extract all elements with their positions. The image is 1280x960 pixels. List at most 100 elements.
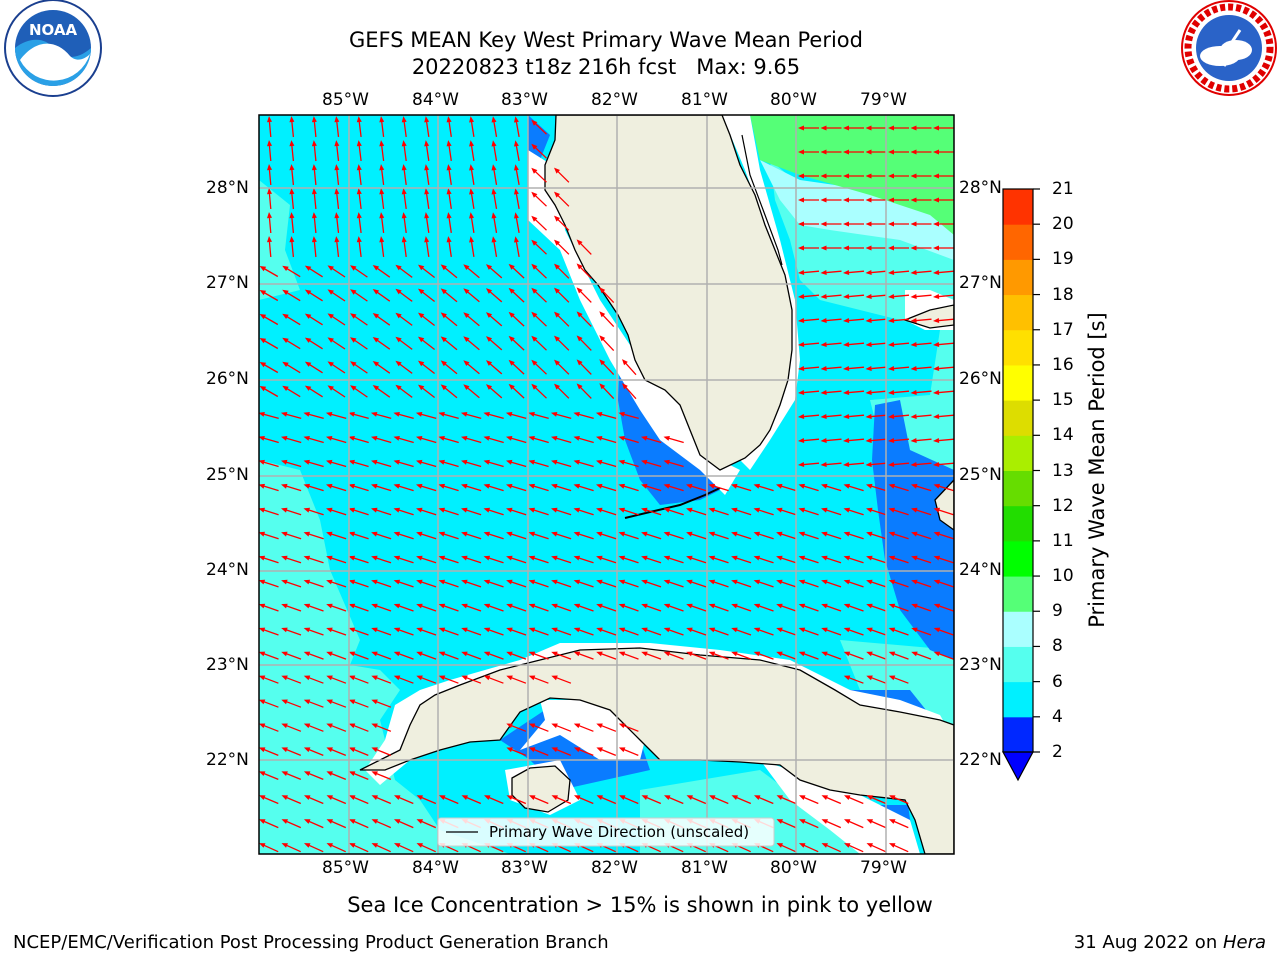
wave-arrow-head (281, 699, 288, 705)
wave-arrow-shaft (623, 384, 637, 400)
wave-arrow-shaft (306, 747, 324, 757)
wave-arrow-head (259, 651, 266, 657)
wave-arrow-head (393, 627, 401, 633)
wave-arrow-shaft (688, 508, 707, 516)
wave-arrow-head (798, 579, 806, 585)
wave-arrow-head (371, 723, 378, 729)
wave-arrow-head (508, 383, 515, 390)
wave-arrow-head (334, 140, 340, 147)
wave-arrow-shaft (553, 580, 572, 588)
wave-arrow-head (528, 579, 536, 585)
wave-arrow-head (528, 412, 535, 417)
wave-arrow-head (531, 287, 538, 294)
wave-arrow-shaft (306, 676, 324, 684)
wave-arrow-head (641, 483, 648, 489)
wave-arrow-head (599, 335, 606, 342)
wave-arrow-head (395, 288, 402, 295)
wave-arrow-shaft (283, 676, 302, 684)
wave-arrow-head (551, 579, 558, 585)
wave-arrow-head (259, 771, 266, 776)
wave-arrow-shaft (283, 460, 302, 468)
wave-arrow-shaft (553, 532, 572, 540)
wave-arrow-head (686, 603, 693, 609)
wave-arrow-head (418, 336, 425, 343)
wave-arrow-head (910, 125, 917, 131)
wave-arrow-head (622, 383, 628, 390)
wave-arrow-head (551, 627, 558, 633)
wave-arrow-head (798, 414, 805, 419)
wave-arrow-head (554, 335, 560, 342)
wave-arrow-head (303, 747, 311, 753)
wave-arrow-head (821, 843, 828, 848)
wave-arrow-head (866, 603, 873, 609)
wave-arrow-head (531, 335, 538, 342)
wave-arrow-shaft (373, 508, 392, 516)
wave-arrow-head (483, 459, 490, 465)
wave-arrow-shaft (891, 532, 909, 540)
wave-arrow-head (888, 318, 895, 323)
wave-arrow-head (888, 125, 894, 131)
wave-arrow-shaft (531, 460, 549, 468)
wave-arrow-head (618, 459, 625, 465)
wave-arrow-shaft (465, 361, 480, 375)
wave-arrow-head (798, 270, 805, 275)
wave-arrow-head (686, 555, 693, 561)
wave-arrow-head (531, 263, 538, 270)
wave-arrow-head (933, 294, 940, 299)
wave-arrow-head (599, 287, 606, 294)
wave-arrow-shaft (441, 484, 459, 492)
wave-arrow-head (888, 245, 894, 251)
wave-arrow-shaft (418, 508, 437, 516)
wave-arrow-shaft (801, 508, 819, 516)
wave-arrow-head (416, 459, 423, 465)
wave-arrow-head (911, 531, 918, 537)
wave-arrow-head (418, 288, 425, 295)
wave-arrow-head (865, 366, 872, 371)
sea-ice-note: Sea Ice Concentration > 15% is shown in … (347, 893, 933, 917)
wave-arrow-shaft (666, 556, 684, 564)
lat-tick-left-22n: 22°N (206, 750, 249, 770)
wave-arrow-head (528, 483, 535, 489)
wave-arrow-head (281, 579, 288, 585)
wave-arrow-head (469, 164, 474, 171)
wave-arrow-head (798, 342, 805, 347)
wave-arrow-head (820, 125, 827, 131)
wave-arrow-head (303, 483, 310, 489)
map-gridlines (259, 115, 954, 854)
wave-arrow-shaft (891, 843, 909, 853)
wave-arrow-head (933, 221, 939, 227)
wave-arrow-shaft (373, 628, 392, 636)
wave-arrow-shaft (373, 580, 392, 588)
wave-arrow-head (372, 337, 380, 343)
wave-arrow-shaft (352, 338, 368, 350)
wave-arrow-shaft (380, 191, 385, 209)
wave-arrow-head (508, 335, 515, 342)
colorbar-segment-10-11 (1003, 540, 1033, 577)
colorbar-segment-4-6 (1003, 681, 1033, 718)
wave-arrow-shaft (868, 628, 887, 636)
wave-arrow-head (531, 239, 538, 246)
wave-arrow-head (327, 289, 334, 295)
wave-arrow-head (303, 771, 311, 776)
wave-arrow-shaft (801, 628, 819, 636)
wave-arrow-head (304, 313, 312, 319)
wave-arrow-shaft (553, 508, 572, 516)
wave-arrow-head (418, 360, 425, 367)
colorbar-segment-15-16 (1003, 364, 1033, 401)
wave-arrow-head (528, 436, 535, 441)
wave-arrow-head (798, 173, 804, 179)
wave-arrow-head (618, 436, 625, 441)
wave-arrow-head (820, 414, 827, 419)
wave-arrow-head (576, 239, 583, 246)
wave-arrow-head (888, 414, 895, 419)
wave-arrow-shaft (576, 532, 594, 540)
wave-arrow-head (933, 197, 939, 203)
wave-arrow-head (663, 651, 671, 657)
wave-arrow-head (281, 675, 288, 681)
wave-arrow-head (843, 627, 851, 633)
wave-arrow-head (551, 459, 558, 465)
wave-arrow-head (303, 603, 311, 609)
wave-arrow-head (416, 675, 423, 681)
colorbar-tick-label: 13 (1052, 460, 1074, 481)
wave-arrow-head (438, 603, 446, 609)
